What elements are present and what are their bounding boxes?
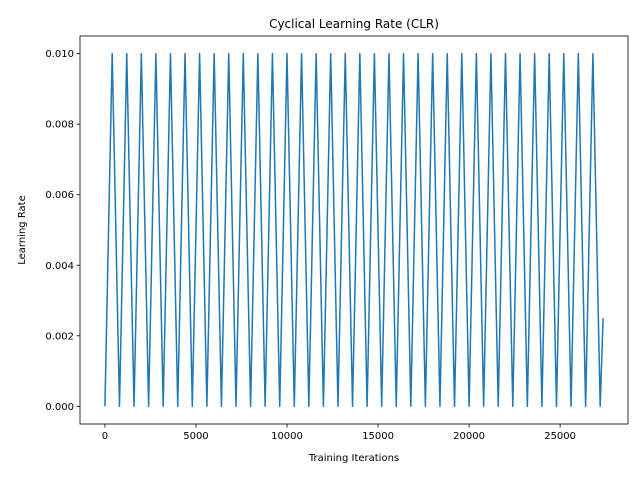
- y-tick-label: 0.008: [45, 120, 74, 131]
- y-tick-label: 0.000: [45, 402, 74, 413]
- plot-frame: [79, 35, 629, 425]
- y-tick-label: 0.004: [45, 261, 74, 272]
- x-tick-label: 15000: [362, 431, 394, 442]
- x-tick-label: 10000: [271, 431, 303, 442]
- x-tick-label: 0: [102, 431, 108, 442]
- x-axis-label: Training Iterations: [308, 453, 399, 464]
- x-axis: 0 5000 10000 15000 20000 25000: [102, 424, 576, 442]
- y-axis-label: Learning Rate: [17, 195, 28, 265]
- plot-area: [104, 52, 604, 408]
- y-tick-label: 0.010: [45, 49, 74, 60]
- chart-title: Cyclical Learning Rate (CLR): [269, 17, 439, 31]
- x-tick-label: 20000: [453, 431, 485, 442]
- x-tick-label: 25000: [544, 431, 576, 442]
- y-axis: 0.000 0.002 0.004 0.006 0.008 0.010: [45, 49, 80, 413]
- learning-rate-line: [104, 52, 604, 408]
- y-tick-label: 0.002: [45, 331, 74, 342]
- y-tick-label: 0.006: [45, 190, 74, 201]
- x-tick-label: 5000: [183, 431, 208, 442]
